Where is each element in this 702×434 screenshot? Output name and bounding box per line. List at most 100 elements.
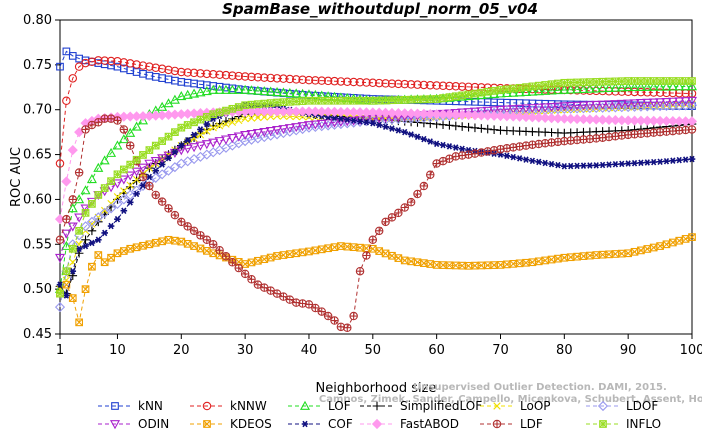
point-fastabod — [399, 108, 410, 119]
point-lof — [661, 81, 672, 91]
point-knnw — [62, 96, 71, 105]
point-simplifiedlof — [81, 235, 90, 245]
point-ldf — [74, 168, 84, 177]
point-knnw — [413, 80, 422, 89]
point-knnw — [74, 62, 84, 71]
point-knnw — [298, 75, 307, 84]
point-knnw — [157, 64, 167, 74]
point-inflo — [196, 115, 205, 124]
point-lof — [457, 91, 468, 101]
point-odin — [661, 97, 672, 108]
point-odin — [272, 126, 283, 136]
point-ldf — [196, 231, 205, 240]
point-odin — [572, 101, 583, 111]
point-cof — [82, 242, 89, 250]
point-cof — [599, 161, 606, 169]
point-cof — [522, 156, 530, 163]
point-inflo — [145, 146, 154, 154]
point-lof — [131, 121, 142, 131]
point-knn — [126, 66, 135, 75]
point-inflo — [311, 96, 320, 105]
point-ldf — [215, 246, 224, 255]
point-inflo — [579, 78, 588, 87]
chart-title: SpamBase_withoutdupl_norm_05_v04 — [222, 0, 538, 18]
point-lof — [176, 91, 187, 101]
point-ldf — [234, 263, 243, 273]
point-cof — [152, 167, 160, 174]
point-knnw — [87, 57, 97, 66]
point-lof — [80, 185, 91, 195]
point-kdeos — [68, 294, 77, 302]
point-cof — [382, 123, 389, 131]
point-fastabod — [616, 115, 627, 126]
point-cof — [203, 120, 211, 128]
point-inflo — [675, 77, 684, 85]
point-cof — [650, 158, 657, 166]
point-ldf — [451, 152, 461, 161]
point-ldf — [94, 118, 103, 127]
point-knnw — [81, 58, 90, 68]
point-inflo — [688, 77, 696, 85]
point-cof — [580, 162, 587, 169]
point-fastabod — [380, 107, 391, 118]
point-knnw — [655, 88, 665, 97]
point-cof — [452, 144, 460, 151]
series-simplifiedlof — [55, 108, 697, 298]
point-kdeos — [94, 251, 103, 259]
point-loop — [190, 134, 198, 143]
point-ldf — [611, 132, 620, 141]
point-ldf — [349, 311, 358, 321]
point-ldf — [426, 170, 435, 180]
point-lof — [86, 174, 97, 184]
point-ldf — [164, 204, 173, 213]
point-loop — [254, 113, 262, 122]
point-lof — [189, 88, 200, 98]
legend-marker-kdeos — [203, 420, 211, 428]
point-ldf — [515, 142, 524, 151]
legend-label-kdeos: KDEOS — [230, 417, 272, 431]
x-tick-label: 60 — [428, 343, 445, 358]
point-ldf — [113, 116, 122, 125]
point-cof — [388, 125, 396, 132]
point-ldf — [298, 299, 307, 308]
point-inflo — [343, 96, 352, 105]
point-lof — [220, 84, 232, 94]
point-simplifiedlof — [438, 120, 448, 129]
point-cof — [637, 159, 645, 167]
point-lof — [520, 86, 532, 96]
legend-item-ldof: LDOF — [586, 399, 658, 413]
point-inflo — [273, 98, 281, 107]
legend-marker-ldof — [597, 400, 609, 412]
point-fastabod — [565, 113, 576, 124]
point-kdeos — [139, 241, 147, 250]
point-odin — [508, 105, 519, 115]
legend-marker-inflo — [599, 420, 607, 428]
legend-item-lof: LOF — [288, 399, 351, 413]
point-knnw — [374, 78, 384, 88]
point-cof — [426, 138, 434, 145]
point-lof — [578, 83, 589, 94]
watermark-line-1: Unsupervised Outlier Detection. DAMI, 20… — [413, 382, 667, 393]
point-odin — [482, 106, 493, 116]
point-ldf — [336, 322, 346, 332]
point-simplifiedlof — [125, 182, 135, 192]
point-inflo — [439, 94, 447, 102]
point-knnw — [649, 88, 658, 97]
point-lof — [252, 85, 263, 95]
point-knnw — [432, 81, 441, 90]
point-kdeos — [145, 240, 154, 249]
point-cof — [88, 239, 96, 247]
point-ldf — [157, 197, 167, 206]
point-ldf — [323, 311, 333, 321]
point-cof — [95, 236, 102, 244]
point-knnw — [228, 71, 237, 80]
point-odin — [80, 204, 91, 214]
point-lof — [674, 81, 685, 91]
point-fastabod — [418, 108, 429, 119]
point-ldf — [598, 133, 607, 142]
point-simplifiedlof — [464, 122, 473, 132]
point-kdeos — [164, 235, 173, 244]
legend-label-cof: COF — [328, 417, 353, 431]
point-cof — [548, 160, 555, 168]
point-ldf — [406, 197, 416, 207]
